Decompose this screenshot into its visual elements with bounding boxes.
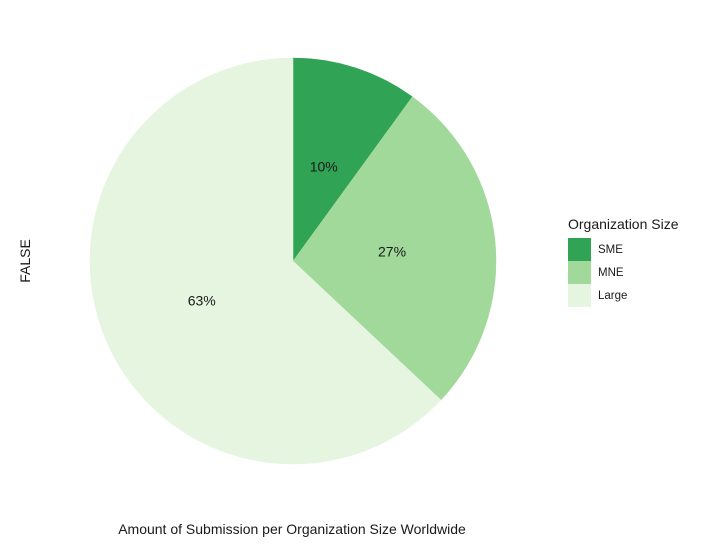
legend-swatch-mne bbox=[568, 261, 591, 284]
legend-title: Organization Size bbox=[568, 216, 679, 232]
legend-label-large: Large bbox=[598, 289, 628, 302]
legend-swatch-sme bbox=[568, 238, 591, 261]
pie-slice-mne bbox=[292, 96, 497, 401]
pie-slice-labels: 10% 27% 63% bbox=[188, 158, 406, 308]
pie-slices bbox=[89, 57, 497, 465]
legend-item-mne: MNE bbox=[568, 261, 679, 284]
slice-label-sme: 10% bbox=[310, 158, 338, 174]
legend: Organization Size SME MNE Large bbox=[568, 216, 679, 307]
legend-label-mne: MNE bbox=[598, 266, 624, 279]
legend-label-sme: SME bbox=[598, 243, 623, 256]
pie-slice-sme bbox=[292, 57, 413, 262]
pie-slice-large bbox=[89, 57, 442, 465]
x-axis-label: Amount of Submission per Organization Si… bbox=[118, 521, 466, 537]
legend-item-sme: SME bbox=[568, 238, 679, 261]
legend-swatch-large bbox=[568, 284, 591, 307]
legend-item-large: Large bbox=[568, 284, 679, 307]
slice-label-mne: 27% bbox=[378, 244, 406, 260]
slice-label-large: 63% bbox=[188, 293, 216, 309]
y-axis-label: FALSE bbox=[17, 239, 33, 283]
